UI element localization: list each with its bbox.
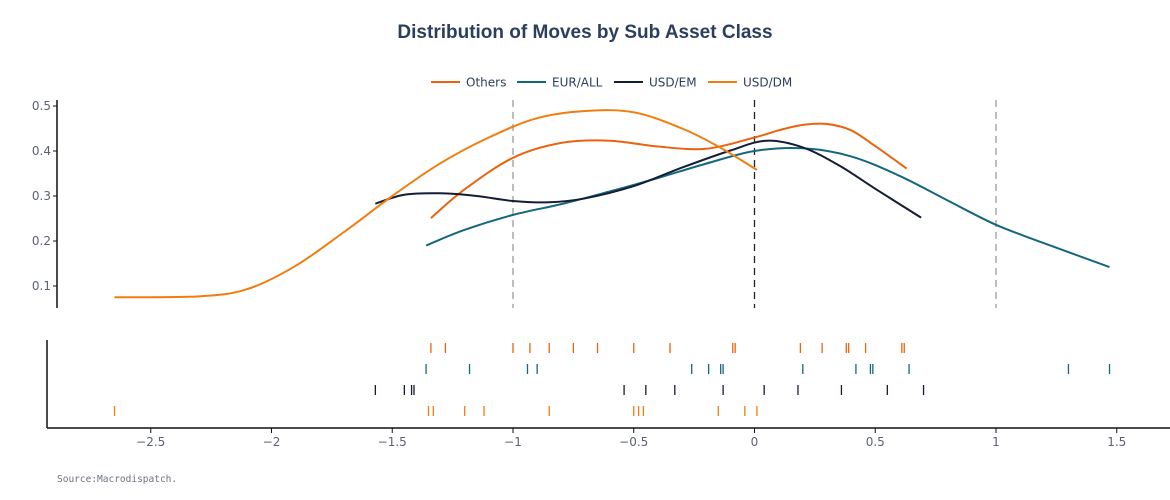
- y-tick-label: 0.2: [32, 234, 51, 248]
- x-tick-label: 0: [751, 435, 759, 449]
- series-line-eur-all: [425, 146, 1110, 269]
- y-tick-label: 0.3: [32, 189, 51, 203]
- legend-label: USD/EM: [649, 76, 697, 90]
- legend-label: EUR/ALL: [552, 76, 603, 90]
- y-tick-label: 0.5: [32, 99, 51, 113]
- x-tick-label: −1: [504, 435, 522, 449]
- series-line-usd-em: [374, 139, 922, 219]
- legend-label: Others: [466, 76, 506, 90]
- y-tick-label: 0.4: [32, 144, 51, 158]
- x-tick-label: 1.5: [1107, 435, 1126, 449]
- x-tick-label: −2.5: [136, 435, 165, 449]
- x-tick-label: 1: [992, 435, 1000, 449]
- x-axis-ticks: −2.5 −2 −1.5 −1 −0.5 0 0.5 1 1.5: [136, 428, 1126, 449]
- x-tick-label: −0.5: [619, 435, 648, 449]
- legend-item[interactable]: USD/EM: [614, 76, 697, 90]
- legend-item[interactable]: USD/DM: [708, 76, 792, 90]
- legend-item[interactable]: Others: [431, 76, 506, 90]
- series-line-usd-dm: [114, 109, 758, 299]
- x-tick-label: 0.5: [866, 435, 885, 449]
- y-tick-label: 0.1: [32, 279, 51, 293]
- source-note: Source:Macrodispatch.: [57, 474, 177, 485]
- density-lines: [114, 109, 1110, 299]
- x-tick-label: −2: [263, 435, 281, 449]
- series-line-others: [430, 122, 908, 219]
- legend-label: USD/DM: [743, 76, 792, 90]
- x-tick-label: −1.5: [378, 435, 407, 449]
- reference-lines: [512, 100, 997, 308]
- y-axis-ticks: 0.1 0.2 0.3 0.4 0.5: [32, 99, 57, 293]
- legend-item[interactable]: EUR/ALL: [517, 76, 603, 90]
- legend: Others EUR/ALL USD/EM USD/DM: [431, 76, 792, 90]
- chart-title: Distribution of Moves by Sub Asset Class: [397, 22, 772, 43]
- rug-marks: [113, 343, 1111, 416]
